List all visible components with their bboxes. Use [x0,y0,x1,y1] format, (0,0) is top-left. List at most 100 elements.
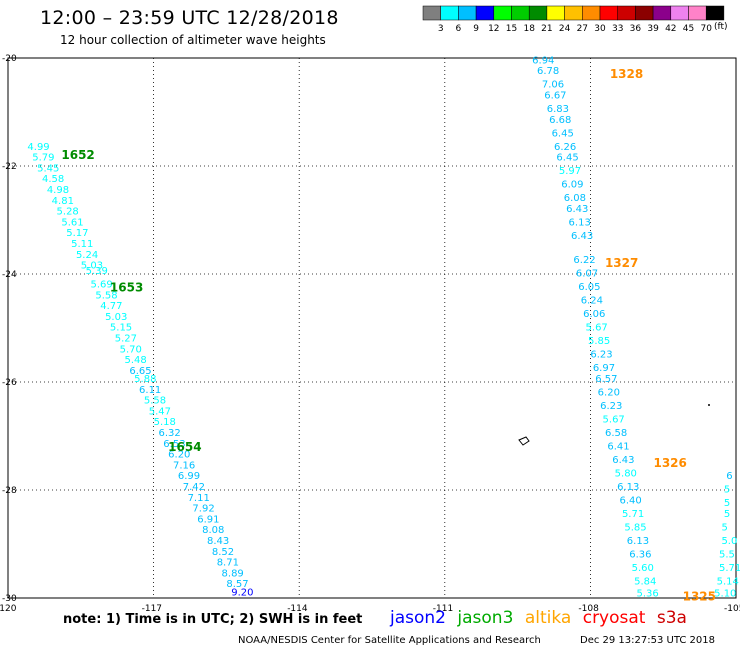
longitude-label: -111 [433,604,453,614]
wave-height-value: 5.47 [149,406,171,417]
wave-height-value: 5.80 [615,469,637,480]
pass-time-label: 1654 [168,440,201,454]
wave-height-value: 6.43 [612,455,634,466]
wave-height-value: 5.27 [115,334,137,345]
colorbar-swatch [652,5,672,21]
map-title: 12:00 – 23:59 UTC 12/28/2018 [40,7,339,29]
wave-height-value: 8.52 [212,547,234,558]
wave-height-value: 5.28 [57,207,79,218]
map-grid [8,58,736,598]
wave-height-value: 5.17 [66,228,88,239]
wave-height-value: 8.43 [207,536,229,547]
wave-height-value: 6.68 [549,115,571,126]
wave-height-value: 5 [721,523,727,534]
wave-height-value: 5.69 [91,280,113,291]
wave-height-value: 5.58 [144,396,166,407]
wave-height-value: 5.61 [61,217,83,228]
colorbar-tick-label: 30 [594,24,606,34]
wave-height-value: 5.85 [624,523,646,534]
wave-height-value: 5.03 [81,261,103,272]
pass-time-label: 1325 [683,589,716,603]
island-dot [708,404,710,406]
colorbar-tick-label: 39 [647,24,659,34]
wave-height-value: 6.43 [566,204,588,215]
legend-jason3: jason3 [457,608,514,628]
wave-height-value: 7.92 [192,504,214,515]
wave-height-value: 6.13 [627,536,649,547]
credit-line: NOAA/NESDIS Center for Satellite Applica… [238,635,541,646]
wave-height-value: 6.67 [544,91,566,102]
pass-time-label: 1327 [605,256,638,270]
wave-height-value: 6.57 [595,374,617,385]
wave-height-value: 6.53 [163,439,185,450]
wave-height-value: 6.58 [605,428,627,439]
wave-height-value: 6.26 [554,142,576,153]
wave-height-value: 5.67 [586,323,608,334]
colorbar-swatch [705,5,725,21]
colorbar-swatch [440,5,459,21]
longitude-label: -114 [287,604,308,614]
latitude-label: -28 [2,486,17,496]
colorbar-swatch [599,5,618,21]
colorbar-tick-label: 24 [559,24,571,34]
colorbar-swatch [688,5,707,21]
colorbar-tick-label: 12 [488,24,499,34]
colorbar-tick-label: 27 [577,24,588,34]
legend-s3a: s3a [656,608,687,628]
wave-height-value: 5.88 [134,374,156,385]
colorbar-tick-label: 42 [665,24,676,34]
wave-height-value: 6.13 [569,217,591,228]
wave-height-value: 6.22 [573,255,595,266]
wave-height-value: 5 [724,498,730,509]
longitude-label: -105 [724,604,740,614]
wave-height-value: 5.5 [719,550,735,561]
wave-height-value: 7.06 [542,80,564,91]
wave-height-value: 5.36 [637,588,659,599]
wave-height-value: 6.99 [178,471,200,482]
wave-height-value: 6.23 [600,401,622,412]
wave-height-value: 7.42 [183,482,205,493]
wave-height-value: 5.71 [719,563,740,574]
wave-height-value: 5.60 [632,563,654,574]
colorbar-tick-label: 33 [612,24,623,34]
wave-height-value: 5.39 [86,266,108,277]
wave-height-value: 6.07 [576,269,598,280]
island-shape [518,436,530,446]
wave-height-value: 4.77 [100,301,122,312]
colorbar-tick-label: 18 [523,24,535,34]
colorbar-swatch [511,5,530,21]
pass-time-label: 1326 [653,456,686,470]
wave-height-value: 5.85 [588,336,610,347]
wave-height-value: 5.58 [95,290,117,301]
wave-height-value: 5.15 [110,323,132,334]
pass-time-label: 1653 [110,281,143,295]
wave-height-value: 6.91 [197,514,219,525]
wave-height-value: 4.58 [42,174,64,185]
satellite-legend: jason2 jason3 altika cryosat s3a [390,608,693,628]
wave-height-value: 4.99 [27,142,49,153]
wave-height-value: 5 [724,485,730,496]
longitude-label: -120 [0,604,17,614]
wave-height-value: 5.84 [634,577,656,588]
wave-height-value: 5.70 [120,344,142,355]
wave-height-value: 5.79 [32,153,54,164]
colorbar-tick-label: 36 [630,24,642,34]
wave-height-value: 6 [726,471,732,482]
wave-height-value: 5.0 [721,536,737,547]
wave-height-value: 6.40 [620,496,642,507]
map-border [7,57,737,599]
wave-height-value: 6.83 [547,104,569,115]
map-frame [7,57,737,599]
wave-height-value: 6.45 [552,128,574,139]
latitude-label: -20 [2,54,17,64]
colorbar-tick-label: 3 [438,24,444,34]
latitude-label: -22 [2,162,17,172]
wave-height-value: 5.71 [622,509,644,520]
wave-height-value: 6.13 [617,482,639,493]
wave-height-value: 6.05 [578,282,600,293]
island-marker [518,404,710,446]
wave-height-value: 4.98 [47,185,69,196]
longitude-label: -117 [142,604,162,614]
wave-height-value: 6.41 [607,442,629,453]
